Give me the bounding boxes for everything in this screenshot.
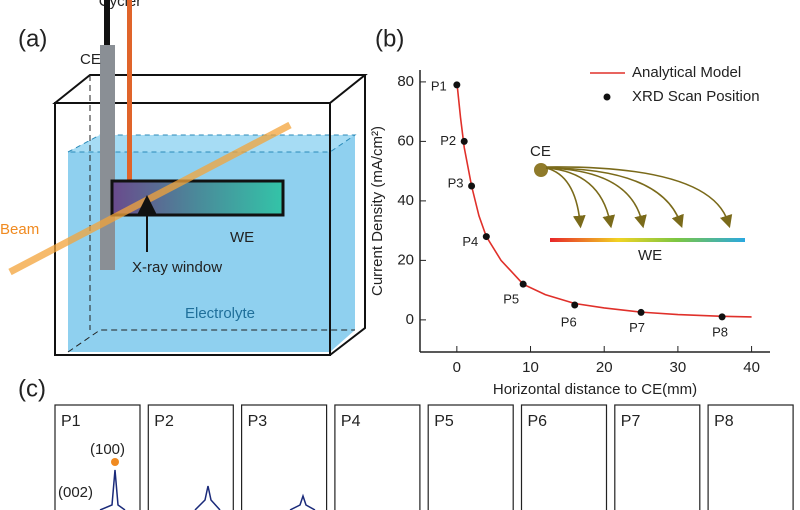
wire <box>127 0 132 182</box>
xrd-trace <box>289 493 316 510</box>
legend-label: Analytical Model <box>632 64 741 81</box>
point-label: P4 <box>462 234 478 249</box>
x-tick-label: 20 <box>596 359 613 376</box>
chart: 0 20 40 60 80 0 10 20 30 40 Horizontal distance to… <box>369 64 770 398</box>
xrd-panel <box>241 404 328 510</box>
scan-point <box>519 280 527 288</box>
scan-point <box>718 313 726 321</box>
y-tick-label: 60 <box>397 132 414 149</box>
xrd-panels: P1 P2 P3 P4 P5 P6 P7 P8 <box>54 404 794 510</box>
xrd-panel-label: P2 <box>154 413 174 430</box>
x-tick-label: 40 <box>743 359 760 376</box>
electrolyte-label: Electrolyte <box>185 305 255 322</box>
scan-point <box>453 81 461 89</box>
xrd-panel-label: P4 <box>341 413 361 430</box>
panel-label: (a) <box>18 25 47 52</box>
xrd-panel <box>334 404 421 510</box>
y-tick-label: 80 <box>397 73 414 90</box>
x-axis-label: Horizontal distance to CE(mm) <box>493 381 697 398</box>
scan-point <box>637 308 645 316</box>
xrd-panel <box>707 404 794 510</box>
point-label: P7 <box>629 320 645 335</box>
peak-label: (002) <box>58 484 93 501</box>
point-label: P6 <box>561 314 577 329</box>
counter-electrode <box>100 45 115 270</box>
scan-point <box>468 182 476 190</box>
xrd-panel-label: P3 <box>248 413 268 430</box>
beam-label: Beam <box>0 221 39 238</box>
scan-point <box>482 233 490 241</box>
box-side <box>329 75 366 356</box>
panel-label: (b) <box>375 25 404 52</box>
beam <box>8 121 292 276</box>
inset-ce-label: CE <box>530 143 551 160</box>
point-label: P8 <box>712 324 728 339</box>
y-axis-label: Current Density (mA/cm²) <box>369 126 386 296</box>
legend-swatch <box>603 93 611 101</box>
x-tick-label: 0 <box>453 359 461 376</box>
inset-we-label: WE <box>638 247 662 264</box>
arrow-head <box>137 195 157 215</box>
wire <box>104 0 110 45</box>
point-label: P1 <box>431 78 447 93</box>
xrd-panel-label: P7 <box>621 413 641 430</box>
y-tick-label: 20 <box>397 251 414 268</box>
we-label: WE <box>230 229 254 246</box>
panel-label: (c) <box>18 375 46 402</box>
xrd-trace <box>194 485 221 510</box>
legend-label: XRD Scan Position <box>632 88 760 105</box>
xrd-panel <box>147 404 234 510</box>
scan-point <box>460 137 468 145</box>
y-tick-label: 40 <box>397 192 414 209</box>
box-front <box>54 102 331 356</box>
box-edge <box>67 329 355 353</box>
model-line <box>456 81 752 318</box>
peak-label: (100) <box>90 441 125 458</box>
xrd-panel-label: P6 <box>528 413 548 430</box>
cycler-label: Cycler <box>99 0 142 10</box>
inset-we <box>550 238 745 242</box>
xrd-panel <box>520 404 608 510</box>
xray-label: X-ray window <box>132 259 222 276</box>
xrd-trace <box>99 469 126 510</box>
inset-arrows <box>545 166 733 229</box>
peak-marker <box>111 458 119 466</box>
point-label: P2 <box>440 133 456 148</box>
scan-point <box>571 301 579 309</box>
xrd-panel <box>54 404 141 510</box>
point-label: P3 <box>448 175 464 190</box>
inset-ce <box>534 163 548 177</box>
ce-label: CE <box>80 51 101 68</box>
xrd-panel-label: P5 <box>434 413 454 430</box>
x-tick-label: 10 <box>522 359 539 376</box>
point-label: P5 <box>503 292 519 307</box>
y-tick-label: 0 <box>406 311 414 328</box>
x-tick-label: 30 <box>670 359 687 376</box>
xrd-panel <box>614 404 701 510</box>
xrd-panel-label: P1 <box>61 413 81 430</box>
working-electrode <box>110 179 285 217</box>
xrd-panel-label: P8 <box>714 413 734 430</box>
xrd-panel <box>427 404 514 510</box>
